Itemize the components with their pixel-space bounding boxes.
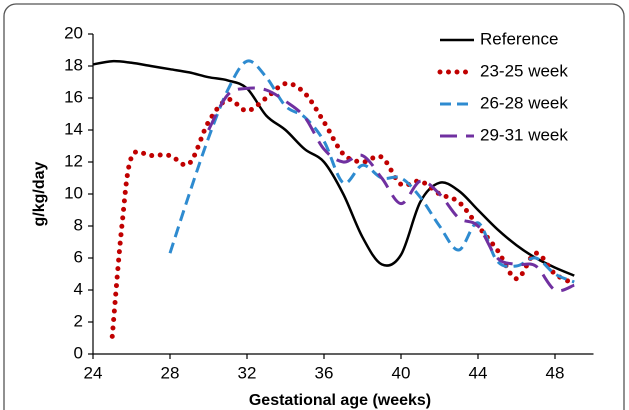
y-tick-label: 0 bbox=[74, 343, 83, 362]
y-tick-label: 10 bbox=[64, 183, 83, 202]
y-tick-label: 2 bbox=[74, 311, 83, 330]
y-tick-label: 6 bbox=[74, 247, 83, 266]
series-line bbox=[207, 86, 575, 293]
x-tick-label: 28 bbox=[161, 363, 180, 382]
legend-label: 29-31 week bbox=[480, 125, 568, 144]
y-tick-label: 14 bbox=[64, 119, 83, 138]
legend-label: 23-25 week bbox=[480, 61, 568, 80]
y-tick-label: 4 bbox=[74, 279, 83, 298]
y-tick-label: 12 bbox=[64, 151, 83, 170]
x-tick-label: 32 bbox=[238, 363, 257, 382]
y-tick-label: 8 bbox=[74, 215, 83, 234]
legend-label: 26-28 week bbox=[480, 93, 568, 112]
series-line bbox=[168, 59, 575, 284]
x-tick-label: 24 bbox=[84, 363, 103, 382]
x-tick-label: 40 bbox=[392, 363, 411, 382]
y-axis-label: g/kg/day bbox=[31, 161, 48, 226]
x-axis-label: Gestational age (weeks) bbox=[249, 392, 431, 409]
x-tick-label: 36 bbox=[315, 363, 334, 382]
y-tick-label: 16 bbox=[64, 87, 83, 106]
y-tick-label: 20 bbox=[64, 23, 83, 42]
series-line bbox=[92, 59, 575, 277]
y-tick-label: 18 bbox=[64, 55, 83, 74]
x-tick-label: 48 bbox=[546, 363, 565, 382]
x-tick-label: 44 bbox=[469, 363, 488, 382]
series-line bbox=[109, 81, 577, 339]
frame bbox=[3, 3, 625, 410]
legend-label: Reference bbox=[480, 29, 558, 48]
